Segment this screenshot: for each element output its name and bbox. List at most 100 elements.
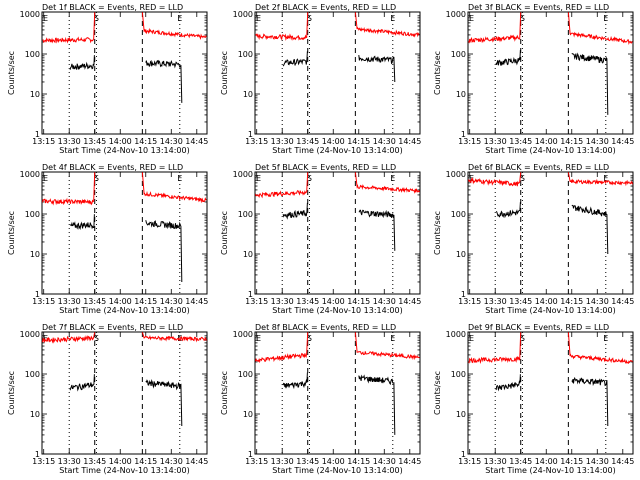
- x-tick-label: 14:00: [322, 457, 345, 466]
- x-tick-label: 13:45: [83, 297, 106, 306]
- y-tick-label: 10: [456, 250, 466, 259]
- panel-det-7: Det 7f BLACK = Events, RED = LLD 1 10 100 10…: [7, 323, 208, 475]
- x-tick-label: 13:15: [458, 297, 481, 306]
- events-series-seg1: [495, 374, 521, 392]
- lld-series-seg2: [354, 332, 420, 361]
- time-marker-label: S: [94, 174, 99, 183]
- x-tick-label: 13:15: [32, 457, 55, 466]
- events-series-seg2: [358, 374, 396, 435]
- events-series-seg1: [282, 202, 308, 220]
- plot-frame: [467, 171, 634, 295]
- x-tick-label: 13:45: [296, 297, 319, 306]
- y-tick-label: 1000: [233, 170, 253, 179]
- events-series-seg2: [145, 59, 183, 103]
- events-series-seg1: [69, 214, 95, 231]
- x-tick-label: 14:00: [322, 137, 345, 146]
- y-tick-label: 10: [243, 250, 253, 259]
- lld-series-seg2: [567, 12, 633, 45]
- x-tick-label: 14:45: [611, 297, 634, 306]
- panel-det-9: Det 9f BLACK = Events, RED = LLD 1 10 100 10…: [433, 323, 634, 475]
- y-tick-label: 1: [461, 290, 466, 299]
- lld-series-seg2: [141, 172, 207, 204]
- panel-det-6: Det 6f BLACK = Events, RED = LLD 1 10 100 10…: [433, 163, 634, 315]
- x-tick-label: 13:30: [58, 297, 81, 306]
- time-marker-label: E: [469, 14, 474, 23]
- y-tick-label: 10: [30, 250, 40, 259]
- x-tick-label: 13:45: [509, 137, 532, 146]
- y-axis-label: Counts/sec: [220, 211, 229, 255]
- time-marker-label: S: [520, 174, 525, 183]
- time-marker-label: S: [520, 334, 525, 343]
- y-tick-label: 1: [35, 130, 40, 139]
- x-tick-label: 13:15: [245, 297, 268, 306]
- x-tick-label: 14:30: [373, 297, 396, 306]
- y-axis-label: Counts/sec: [433, 51, 442, 95]
- panel-title: Det 3f BLACK = Events, RED = LLD: [468, 3, 609, 12]
- x-tick-label: 14:30: [373, 457, 396, 466]
- y-tick-label: 100: [25, 50, 40, 59]
- x-tick-label: 14:45: [611, 457, 634, 466]
- events-series-seg2: [145, 378, 183, 427]
- lld-series-seg2: [141, 332, 207, 343]
- y-tick-label: 1: [248, 450, 253, 459]
- time-marker-label: S: [307, 334, 312, 343]
- y-axis-label: Counts/sec: [7, 371, 16, 415]
- x-tick-label: 14:15: [560, 457, 583, 466]
- events-series-seg1: [495, 49, 521, 66]
- x-tick-label: 14:00: [109, 137, 132, 146]
- x-tick-label: 13:30: [484, 297, 507, 306]
- y-tick-label: 100: [25, 370, 40, 379]
- x-tick-label: 14:00: [322, 297, 345, 306]
- y-tick-label: 1: [35, 450, 40, 459]
- time-marker-label: E: [256, 14, 261, 23]
- y-tick-label: 1000: [20, 10, 40, 19]
- panel-det-8: Det 8f BLACK = Events, RED = LLD 1 10 100 10…: [220, 323, 421, 475]
- events-series-seg2: [145, 220, 183, 283]
- time-marker-label: S: [307, 14, 312, 23]
- x-tick-label: 14:15: [134, 137, 157, 146]
- y-axis-label: Counts/sec: [220, 51, 229, 95]
- x-tick-label: 13:30: [271, 457, 294, 466]
- time-marker-label: S: [94, 14, 99, 23]
- plot-frame: [254, 331, 421, 455]
- lld-series-seg2: [141, 12, 207, 40]
- x-tick-label: 13:45: [296, 457, 319, 466]
- y-tick-label: 10: [243, 90, 253, 99]
- x-axis-label: Start Time (24-Nov-10 13:14:00): [485, 466, 615, 475]
- plot-frame: [41, 331, 208, 455]
- time-marker-label: S: [520, 14, 525, 23]
- x-tick-label: 14:45: [185, 137, 208, 146]
- time-marker-label: E: [43, 174, 48, 183]
- time-marker-label: S: [307, 174, 312, 183]
- y-axis-label: Counts/sec: [220, 371, 229, 415]
- y-tick-label: 1: [248, 130, 253, 139]
- lld-series-seg1: [42, 332, 96, 344]
- x-tick-label: 13:45: [509, 297, 532, 306]
- panel-title: Det 1f BLACK = Events, RED = LLD: [42, 3, 183, 12]
- x-tick-label: 13:45: [83, 457, 106, 466]
- y-tick-label: 1: [35, 290, 40, 299]
- y-tick-label: 10: [243, 410, 253, 419]
- y-tick-label: 100: [451, 50, 466, 59]
- time-marker-label: E: [603, 174, 608, 183]
- y-tick-label: 1: [461, 450, 466, 459]
- events-series-seg1: [282, 51, 308, 67]
- events-series-seg2: [571, 204, 609, 255]
- lld-series-seg1: [255, 172, 309, 199]
- panel-title: Det 9f BLACK = Events, RED = LLD: [468, 323, 609, 332]
- x-axis-label: Start Time (24-Nov-10 13:14:00): [59, 466, 189, 475]
- x-tick-label: 14:00: [109, 457, 132, 466]
- events-series-seg1: [69, 55, 95, 70]
- time-marker-label: E: [390, 14, 395, 23]
- x-tick-label: 13:15: [458, 457, 481, 466]
- x-tick-label: 14:30: [160, 137, 183, 146]
- time-marker-label: E: [43, 334, 48, 343]
- y-tick-label: 10: [456, 410, 466, 419]
- x-axis-label: Start Time (24-Nov-10 13:14:00): [59, 306, 189, 315]
- lld-series-seg1: [42, 172, 96, 206]
- y-tick-label: 1000: [446, 330, 466, 339]
- y-axis-label: Counts/sec: [7, 211, 16, 255]
- x-tick-label: 14:45: [398, 297, 421, 306]
- lld-series-seg2: [354, 12, 420, 38]
- panel-det-5: Det 5f BLACK = Events, RED = LLD 1 10 100 10…: [220, 163, 421, 315]
